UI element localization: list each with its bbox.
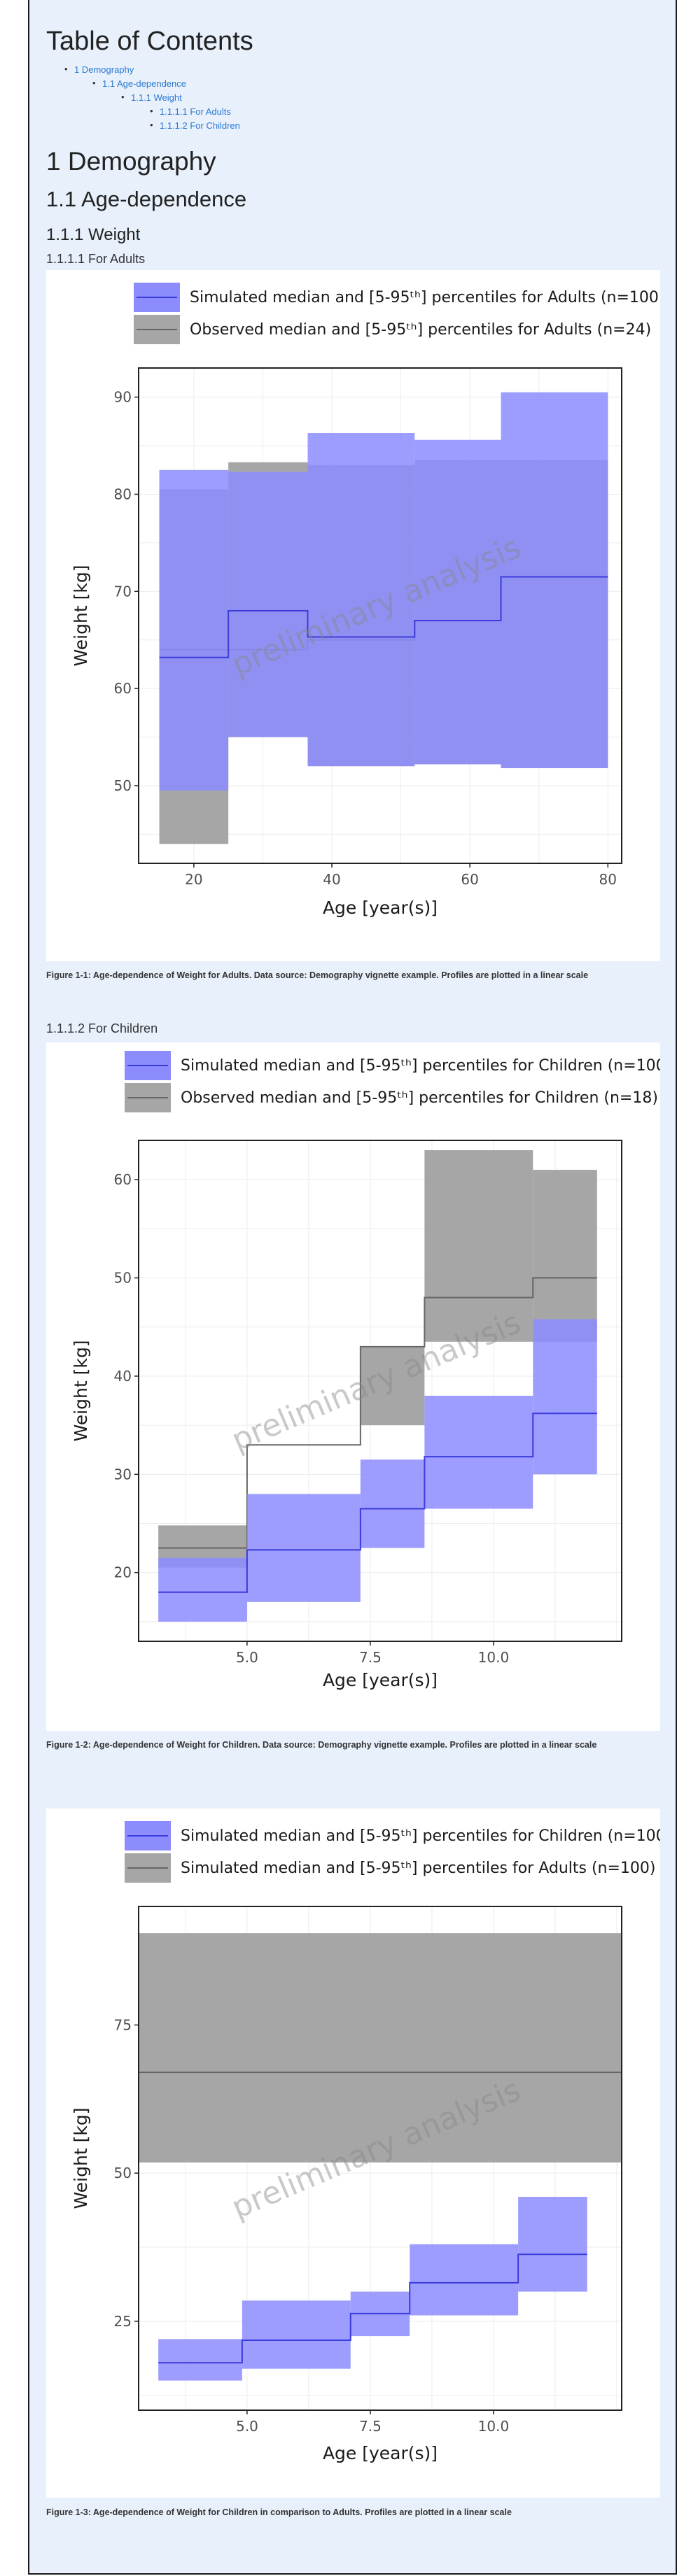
ribbon-observed bbox=[424, 1150, 533, 1342]
x-tick-label: 10.0 bbox=[478, 1649, 510, 1666]
series-simulated bbox=[159, 392, 608, 791]
y-tick-label: 50 bbox=[114, 2165, 132, 2181]
plot-border bbox=[138, 367, 622, 864]
legend-label: Observed median and [5-95ᵗʰ] percentiles… bbox=[181, 1089, 658, 1107]
series-simulated bbox=[158, 1319, 597, 1622]
legend-label: Simulated median and [5-95ᵗʰ] percentile… bbox=[190, 289, 660, 306]
chart-adults: Simulated median and [5-95ᵗʰ] percentile… bbox=[71, 283, 665, 918]
y-tick-label: 75 bbox=[114, 2016, 132, 2033]
ribbon-simulated bbox=[414, 439, 501, 765]
x-tick-label: 60 bbox=[461, 871, 478, 888]
figure-caption-children: Figure 1-2: Age-dependence of Weight for… bbox=[46, 1740, 597, 1750]
y-tick-label: 30 bbox=[114, 1466, 132, 1482]
ribbon-simulated bbox=[533, 1319, 597, 1475]
median-line-simulated bbox=[159, 576, 608, 658]
chart-legend: Simulated median and [5-95ᵗʰ] percentile… bbox=[125, 1051, 671, 1112]
ribbon-observed bbox=[360, 1346, 425, 1426]
x-tick-label: 80 bbox=[599, 871, 617, 888]
plot-border bbox=[138, 1906, 622, 2411]
plot-border bbox=[138, 1140, 622, 1642]
section-heading-for-children: 1.1.1.2 For Children bbox=[46, 1021, 158, 1035]
ribbon-simulated bbox=[158, 1557, 247, 1622]
toc-link-for-children[interactable]: 1.1.1.2 For Children bbox=[150, 120, 240, 131]
legend-label: Simulated median and [5-95ᵗʰ] percentile… bbox=[181, 1057, 660, 1075]
series-observed bbox=[158, 1150, 597, 1568]
y-tick-label: 50 bbox=[114, 1270, 132, 1287]
x-axis-label: Age [year(s)] bbox=[323, 2443, 438, 2463]
y-tick-label: 20 bbox=[114, 1564, 132, 1581]
toc-link-demography[interactable]: 1 Demography bbox=[64, 64, 134, 75]
x-axis-label: Age [year(s)] bbox=[323, 1670, 438, 1690]
x-tick-label: 5.0 bbox=[236, 1649, 258, 1666]
ribbon-simulated bbox=[159, 469, 229, 791]
y-tick-label: 25 bbox=[114, 2313, 132, 2330]
legend-label: Simulated median and [5-95ᵗʰ] percentile… bbox=[181, 1860, 656, 1877]
chart-legend: Simulated median and [5-95ᵗʰ] percentile… bbox=[125, 1821, 671, 1883]
median-line-simulated bbox=[158, 2253, 587, 2364]
ribbon-simulated bbox=[518, 2197, 587, 2292]
y-axis-label: Weight [kg] bbox=[71, 1340, 91, 1442]
chart-legend: Simulated median and [5-95ᵗʰ] percentile… bbox=[134, 283, 665, 344]
ribbon-simulated bbox=[424, 1396, 533, 1509]
chart-comparison: Simulated median and [5-95ᵗʰ] percentile… bbox=[71, 1821, 671, 2463]
ribbon-simulated bbox=[410, 2244, 519, 2316]
ribbon-simulated bbox=[307, 433, 415, 767]
x-tick-label: 40 bbox=[323, 871, 340, 888]
ribbon-simulated bbox=[158, 2339, 242, 2381]
x-axis-label: Age [year(s)] bbox=[323, 898, 438, 918]
ribbon-simulated bbox=[246, 1494, 361, 1602]
x-axis: 5.0 7.5 10.0 bbox=[236, 2410, 509, 2435]
y-tick-label: 70 bbox=[114, 583, 132, 600]
ribbon-observed bbox=[139, 1933, 622, 2163]
x-tick-label: 20 bbox=[185, 871, 202, 888]
ribbon-simulated bbox=[228, 472, 308, 737]
y-tick-label: 80 bbox=[114, 486, 132, 502]
y-tick-label: 60 bbox=[114, 1171, 132, 1188]
x-tick-label: 10.0 bbox=[478, 2418, 510, 2435]
figure-caption-comparison: Figure 1-3: Age-dependence of Weight for… bbox=[46, 2507, 512, 2517]
series-simulated bbox=[158, 2197, 587, 2381]
section-heading-for-adults: 1.1.1.1 For Adults bbox=[46, 252, 146, 266]
section-heading-age-dependence: 1.1 Age-dependence bbox=[46, 187, 247, 211]
y-axis: 20 30 40 50 60 bbox=[114, 1171, 139, 1581]
y-axis: 25 50 75 bbox=[114, 2016, 139, 2330]
legend-label: Observed median and [5-95ᵗʰ] percentiles… bbox=[190, 321, 651, 339]
figure-adults: Simulated median and [5-95ᵗʰ] percentile… bbox=[46, 270, 665, 961]
y-tick-label: 50 bbox=[114, 777, 132, 794]
x-tick-label: 5.0 bbox=[236, 2418, 258, 2435]
x-axis: 20 40 60 80 bbox=[185, 863, 617, 888]
section-heading-weight: 1.1.1 Weight bbox=[46, 225, 141, 244]
toc-link-for-adults[interactable]: 1.1.1.1 For Adults bbox=[150, 106, 231, 117]
report-page: Table of Contents 1 Demography 1.1 Age-d… bbox=[28, 0, 677, 2575]
toc-title: Table of Contents bbox=[46, 27, 253, 56]
figure-children: Simulated median and [5-95ᵗʰ] percentile… bbox=[46, 1042, 671, 1731]
chart-children: Simulated median and [5-95ᵗʰ] percentile… bbox=[71, 1051, 671, 1690]
ribbon-simulated bbox=[501, 392, 608, 768]
legend-label: Simulated median and [5-95ᵗʰ] percentile… bbox=[181, 1827, 660, 1845]
figure-comparison: Simulated median and [5-95ᵗʰ] percentile… bbox=[46, 1809, 671, 2498]
toc-link-age-dependence[interactable]: 1.1 Age-dependence bbox=[92, 78, 186, 89]
x-tick-label: 7.5 bbox=[359, 1649, 382, 1666]
x-tick-label: 7.5 bbox=[359, 2418, 382, 2435]
y-axis-label: Weight [kg] bbox=[71, 565, 91, 667]
ribbon-observed bbox=[533, 1170, 597, 1342]
ribbon-simulated bbox=[360, 1459, 425, 1548]
section-heading-demography: 1 Demography bbox=[46, 147, 216, 176]
x-axis: 5.0 7.5 10.0 bbox=[236, 1641, 509, 1666]
y-tick-label: 40 bbox=[114, 1368, 132, 1385]
ribbon-simulated bbox=[242, 2300, 351, 2369]
median-line-simulated bbox=[158, 1413, 597, 1593]
y-axis-label: Weight [kg] bbox=[71, 2108, 91, 2209]
y-tick-label: 60 bbox=[114, 680, 132, 697]
y-axis: 50 60 70 80 90 bbox=[114, 389, 139, 794]
figure-caption-adults: Figure 1-1: Age-dependence of Weight for… bbox=[46, 970, 589, 980]
series-observed bbox=[139, 1933, 622, 2163]
y-tick-label: 90 bbox=[114, 389, 132, 406]
toc-link-weight[interactable]: 1.1.1 Weight bbox=[121, 92, 182, 103]
